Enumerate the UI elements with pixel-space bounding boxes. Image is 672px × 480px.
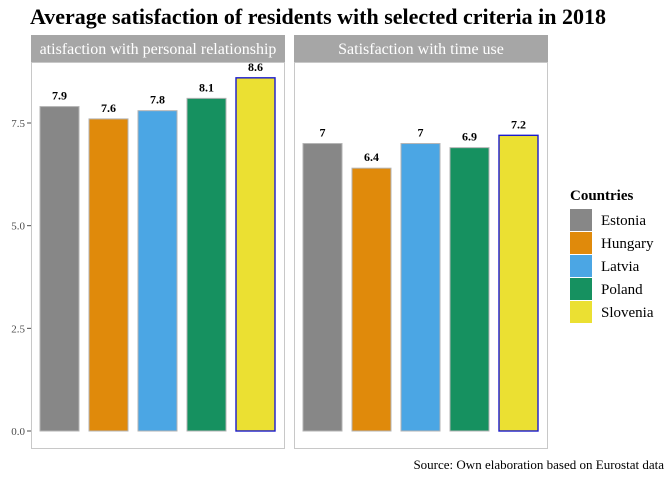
bar-slovenia [498, 134, 539, 432]
panel-2: Satisfaction with time use 7 6.4 7 6.9 7.2 [294, 35, 548, 449]
legend-key-poland [570, 278, 592, 300]
legend-label-poland: Poland [601, 282, 643, 298]
y-tick-label: 0.0 [11, 426, 25, 438]
legend-label-latvia: Latvia [601, 259, 640, 275]
panel-1: atisfaction with personal relationship 7.… [31, 35, 285, 449]
y-tick-label: 5.0 [11, 221, 25, 233]
legend-title: Countries [570, 188, 633, 204]
legend-label-estonia: Estonia [601, 213, 646, 229]
facet-strip [31, 35, 285, 62]
bar-estonia [302, 143, 343, 432]
facet-strip [294, 35, 548, 62]
bar-label-slovenia: 7.2 [511, 117, 526, 131]
legend-key-slovenia [570, 301, 592, 323]
bar-latvia [400, 143, 441, 432]
chart-title: Average satisfaction of residents with s… [30, 4, 606, 29]
legend-label-hungary: Hungary [601, 236, 654, 252]
facet-strip-label: atisfaction with personal relationship [40, 41, 277, 58]
y-tick-label: 2.5 [11, 323, 25, 335]
bar-poland [449, 147, 490, 432]
bar-estonia [39, 106, 80, 432]
bar-label-hungary: 6.4 [364, 150, 379, 164]
bar-hungary [351, 167, 392, 432]
bar-label-poland: 8.1 [199, 80, 214, 94]
bar-label-estonia: 7.9 [52, 89, 67, 103]
bar-label-estonia: 7 [320, 126, 326, 140]
chart-caption: Source: Own elaboration based on Eurosta… [413, 457, 664, 472]
bar-label-slovenia: 8.6 [248, 60, 263, 74]
legend-key-hungary [570, 232, 592, 254]
y-tick-label: 7.5 [11, 118, 25, 130]
bar-poland [186, 97, 227, 432]
bar-label-latvia: 7 [418, 126, 424, 140]
legend: Countries Estonia Hungary Latvia Poland Slov… [570, 188, 654, 323]
y-axis: 0.0 2.5 5.0 7.5 [11, 118, 31, 438]
bar-label-hungary: 7.6 [101, 101, 116, 115]
legend-label-slovenia: Slovenia [601, 305, 654, 321]
facet-strip-label: Satisfaction with time use [338, 41, 504, 58]
legend-key-estonia [570, 209, 592, 231]
legend-key-latvia [570, 255, 592, 277]
bar-latvia [137, 110, 178, 432]
bar-slovenia [235, 77, 276, 432]
panels: atisfaction with personal relationship 7.… [31, 35, 548, 449]
bar-hungary [88, 118, 129, 432]
bar-label-poland: 6.9 [462, 130, 477, 144]
bar-label-latvia: 7.8 [150, 93, 165, 107]
